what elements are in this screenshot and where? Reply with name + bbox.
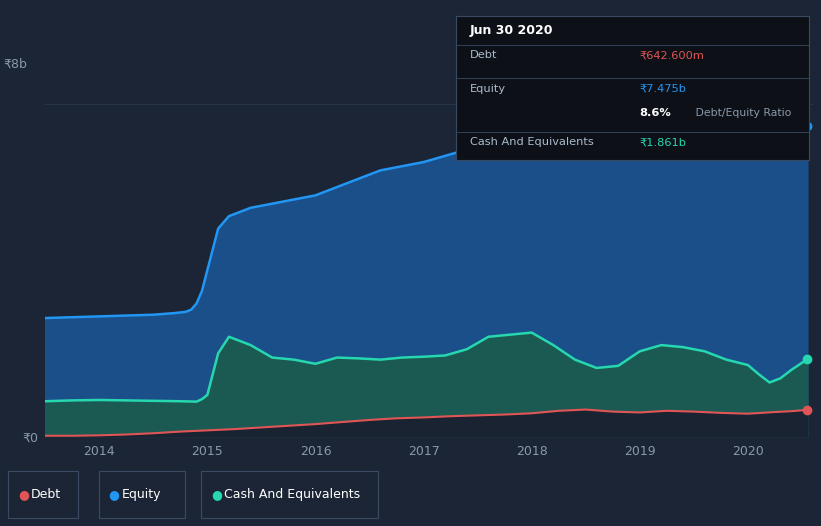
Text: ●: ●	[18, 488, 29, 501]
Text: Debt: Debt	[470, 50, 498, 60]
Text: Jun 30 2020: Jun 30 2020	[470, 25, 553, 37]
Text: Cash And Equivalents: Cash And Equivalents	[224, 488, 360, 501]
Text: Equity: Equity	[122, 488, 161, 501]
Text: ●: ●	[211, 488, 222, 501]
Text: ₹8b: ₹8b	[3, 57, 27, 70]
Text: Debt/Equity Ratio: Debt/Equity Ratio	[692, 108, 791, 118]
Text: ₹1.861b: ₹1.861b	[640, 137, 686, 147]
Text: Equity: Equity	[470, 84, 506, 94]
Text: ₹642.600m: ₹642.600m	[640, 50, 704, 60]
Text: 8.6%: 8.6%	[640, 108, 671, 118]
Text: Cash And Equivalents: Cash And Equivalents	[470, 137, 594, 147]
Text: ₹7.475b: ₹7.475b	[640, 84, 686, 94]
Text: ●: ●	[108, 488, 119, 501]
Text: Debt: Debt	[31, 488, 62, 501]
